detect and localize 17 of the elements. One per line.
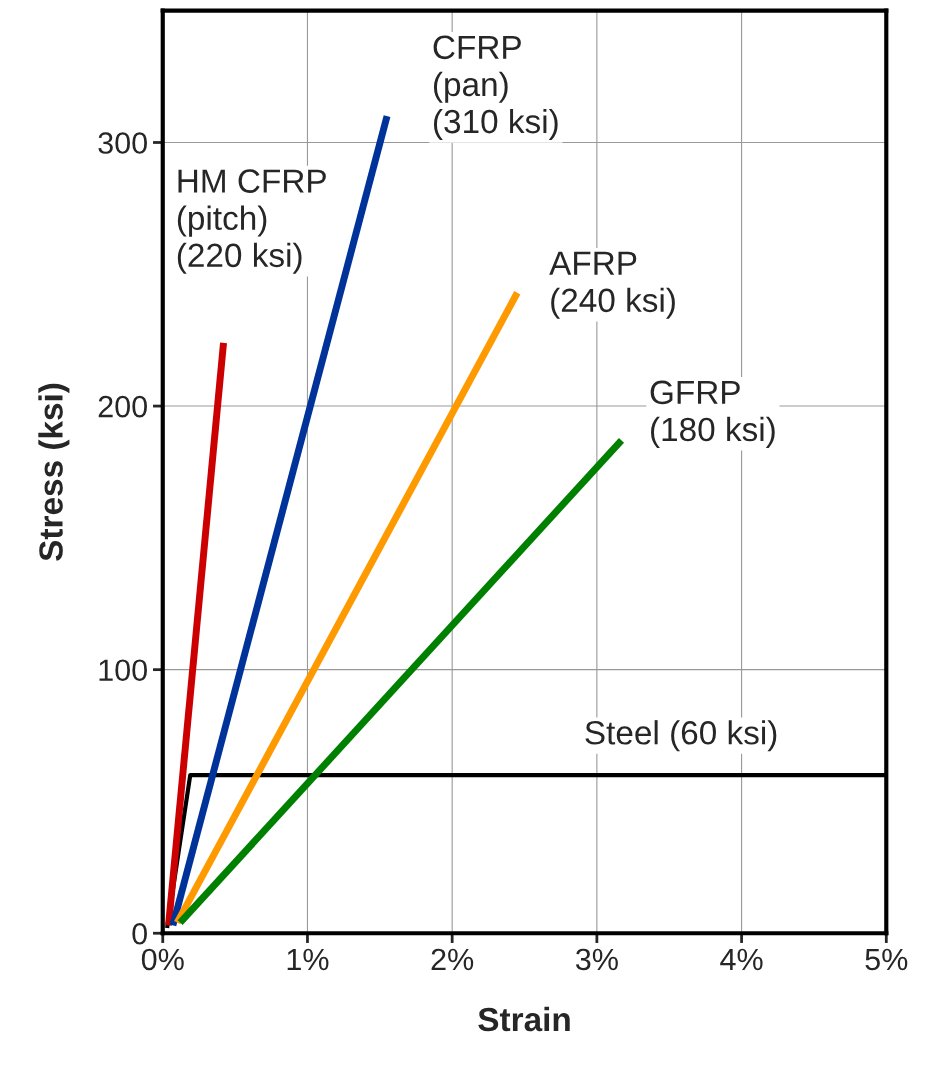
x-tick-label: 4% [720,948,763,971]
x-axis-title: Strain [478,1006,570,1032]
x-tick-label: 2% [431,948,474,971]
annotation: HM CFRP (pitch) (220 ksi) [177,169,326,274]
y-tick-label: 200 [98,395,147,418]
annotation: GFRP (180 ksi) [650,380,775,448]
annotation: Steel (60 ksi) [585,720,777,752]
x-tick-label: 3% [575,948,618,971]
y-tick-label: 0 [132,922,147,945]
y-tick-label: 300 [98,132,147,154]
x-tick-label: 5% [865,948,908,971]
x-tick-label: 1% [287,948,329,971]
annotation: AFRP (240 ksi) [549,251,675,319]
x-tick-label: 0% [141,948,184,971]
y-axis-title: Stress (ksi) [38,383,70,561]
annotation: CFRP (pan) (310 ksi) [433,35,558,140]
y-tick-label: 100 [99,659,147,682]
